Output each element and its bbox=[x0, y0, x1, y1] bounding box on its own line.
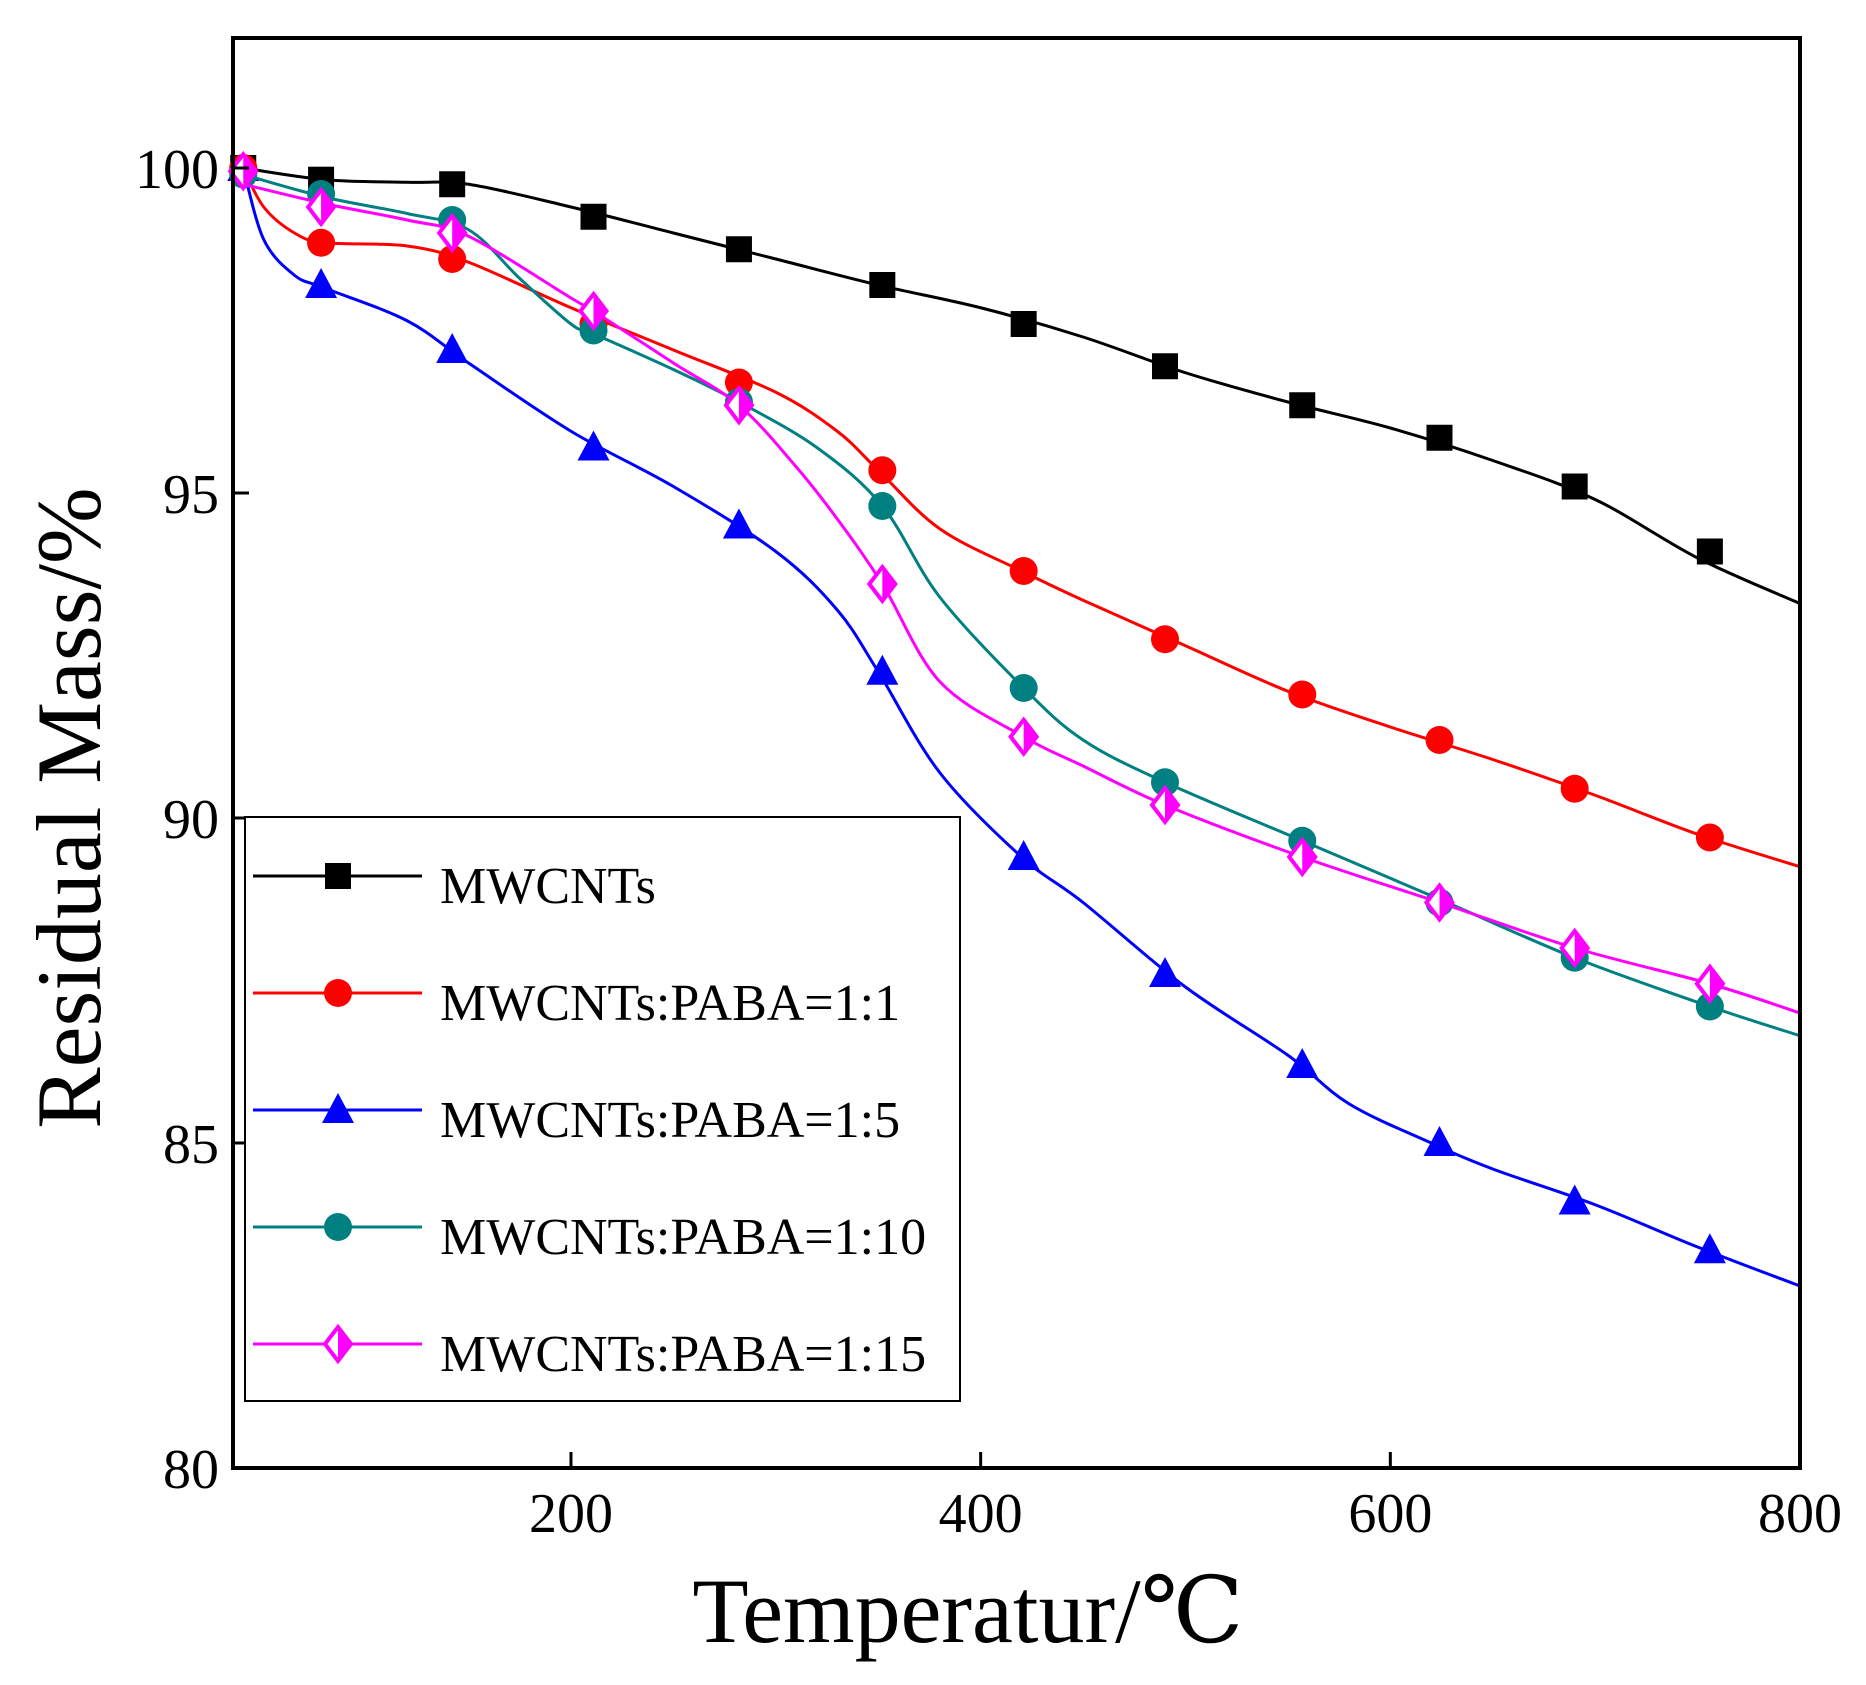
data-point bbox=[1288, 680, 1317, 709]
legend-label: MWCNTs:PABA=1:1 bbox=[440, 975, 900, 1032]
legend-label: MWCNTs:PABA=1:15 bbox=[440, 1326, 926, 1383]
x-tick-label: 400 bbox=[939, 1483, 1023, 1545]
series-line bbox=[241, 167, 1801, 1288]
data-point bbox=[1561, 473, 1588, 500]
y-tick-label: 95 bbox=[163, 464, 219, 526]
legend-marker bbox=[322, 1323, 354, 1365]
data-point bbox=[724, 368, 753, 397]
data-point-fill bbox=[1165, 788, 1179, 822]
legend-marker bbox=[325, 863, 351, 889]
x-tick-label: 800 bbox=[1758, 1483, 1842, 1545]
series-line bbox=[243, 166, 1801, 605]
data-point-fill bbox=[321, 190, 335, 224]
data-point bbox=[577, 290, 610, 332]
x-axis-title: Temperatur/℃ bbox=[692, 1560, 1243, 1662]
legend-item: MWCNTs:PABA=1:15 bbox=[253, 1323, 926, 1383]
data-point bbox=[868, 492, 897, 520]
data-point bbox=[722, 508, 755, 539]
data-point bbox=[1008, 716, 1040, 758]
data-point-fill bbox=[882, 567, 896, 601]
series-line bbox=[241, 167, 1801, 869]
data-point bbox=[1694, 963, 1726, 1005]
data-point bbox=[438, 245, 467, 273]
data-point-fill bbox=[738, 388, 752, 423]
data-point bbox=[439, 171, 466, 198]
data-point bbox=[1151, 625, 1180, 654]
x-tick-label: 200 bbox=[529, 1483, 613, 1545]
data-point-fill bbox=[1709, 966, 1723, 1001]
data-point bbox=[1286, 836, 1318, 878]
data-point bbox=[1560, 774, 1589, 803]
data-point bbox=[1423, 1126, 1456, 1156]
data-point bbox=[1151, 768, 1180, 797]
y-tick-label: 80 bbox=[163, 1439, 219, 1501]
series-layer bbox=[227, 150, 1801, 1288]
data-point bbox=[1010, 311, 1037, 337]
data-point-fill bbox=[243, 154, 257, 189]
data-point-fill bbox=[1574, 931, 1588, 965]
data-point bbox=[1695, 823, 1724, 852]
data-point bbox=[1286, 1048, 1319, 1078]
data-point bbox=[1152, 353, 1179, 380]
legend-marker-fill bbox=[338, 1327, 351, 1361]
data-point bbox=[307, 228, 336, 257]
legend-marker bbox=[324, 979, 352, 1007]
data-point bbox=[869, 272, 896, 298]
series-5 bbox=[227, 150, 1801, 1015]
data-point bbox=[1009, 557, 1038, 585]
data-point bbox=[436, 212, 468, 254]
x-tick-label: 600 bbox=[1348, 1483, 1432, 1545]
data-point-fill bbox=[593, 294, 607, 328]
y-tick-label: 100 bbox=[135, 139, 219, 201]
y-axis-title: Residual Mass/% bbox=[18, 487, 120, 1128]
legend-marker bbox=[324, 1213, 352, 1241]
data-point bbox=[725, 236, 752, 263]
data-point bbox=[1149, 957, 1182, 987]
data-point bbox=[436, 333, 469, 363]
data-point bbox=[1693, 1233, 1726, 1264]
series-3 bbox=[227, 151, 1801, 1288]
y-tick-label: 90 bbox=[163, 789, 219, 851]
plot-frame bbox=[231, 36, 1802, 1470]
data-point bbox=[1558, 1184, 1591, 1215]
data-point bbox=[1423, 882, 1456, 923]
data-point bbox=[1426, 424, 1453, 451]
data-point bbox=[1695, 992, 1724, 1021]
data-point bbox=[1559, 927, 1591, 969]
data-point bbox=[577, 430, 610, 461]
data-point-fill bbox=[452, 216, 466, 250]
data-point bbox=[1425, 726, 1454, 754]
legend-item: MWCNTs:PABA=1:5 bbox=[253, 1092, 900, 1149]
data-point-fill bbox=[1023, 719, 1037, 754]
data-point bbox=[580, 203, 607, 230]
data-point bbox=[866, 654, 899, 685]
data-point-fill bbox=[1302, 840, 1316, 874]
legend-label: MWCNTs:PABA=1:5 bbox=[440, 1092, 900, 1149]
legend-marker bbox=[322, 1093, 354, 1123]
legend-item: MWCNTs:PABA=1:10 bbox=[253, 1209, 926, 1266]
data-point bbox=[1149, 784, 1181, 826]
data-point bbox=[1696, 538, 1723, 565]
y-tick-label: 85 bbox=[163, 1114, 219, 1176]
legend: MWCNTs MWCNTs:PABA=1:1 MWCNTs:PABA=1:5 MWCN… bbox=[244, 816, 961, 1402]
data-point bbox=[1007, 840, 1040, 870]
legend-item: MWCNTs bbox=[253, 858, 656, 915]
data-point bbox=[866, 563, 898, 605]
axes-layer: 200 400 600 800 80 85 90 95 100 bbox=[135, 139, 1842, 1545]
data-point bbox=[1289, 392, 1316, 419]
legend-item: MWCNTs:PABA=1:1 bbox=[253, 975, 900, 1032]
data-point-fill bbox=[1439, 885, 1453, 920]
data-point bbox=[1009, 674, 1038, 702]
data-point bbox=[305, 268, 338, 298]
legend-label: MWCNTs:PABA=1:10 bbox=[440, 1209, 926, 1266]
data-point bbox=[868, 456, 897, 485]
data-point bbox=[723, 384, 755, 426]
data-point bbox=[305, 186, 337, 228]
legend-label: MWCNTs bbox=[440, 858, 656, 915]
